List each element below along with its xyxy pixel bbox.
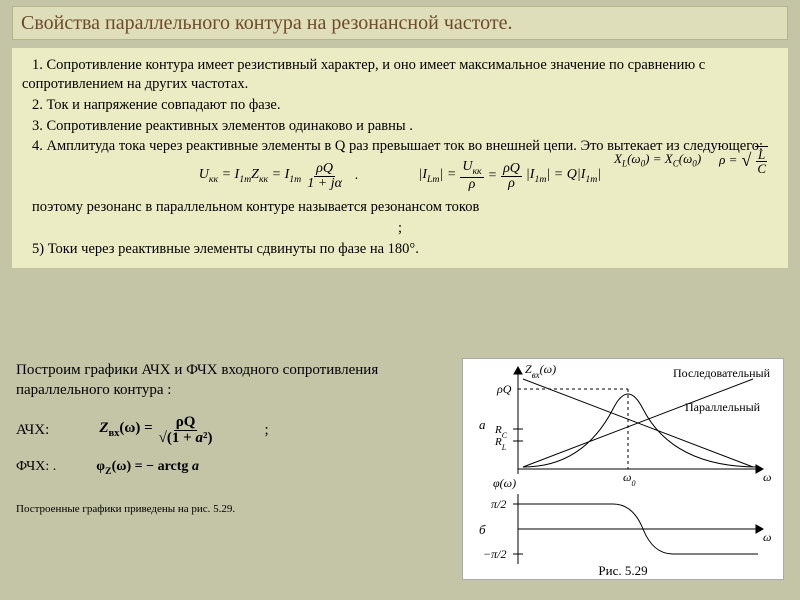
lbl-panel-a: а bbox=[479, 417, 486, 432]
lbl-w-a: ω bbox=[763, 470, 771, 484]
achh-semi: ; bbox=[264, 420, 268, 440]
point-2: 2. Ток и напряжение совпадают по фазе. bbox=[22, 96, 778, 115]
figure-svg: Zвх(ω) Последовательный Параллельный ρQ … bbox=[463, 359, 783, 579]
ll-note: Построенные графики приведены на рис. 5.… bbox=[16, 502, 436, 517]
eq-rho-num: L bbox=[756, 148, 767, 162]
slide-title: Свойства параллельного контура на резона… bbox=[12, 6, 788, 40]
semicolon-line: ; bbox=[22, 219, 778, 238]
lbl-series: Последовательный bbox=[673, 366, 771, 380]
lbl-panel-b: б bbox=[479, 522, 486, 537]
body-block: 1. Сопротивление контура имеет резистивн… bbox=[12, 48, 788, 268]
figure-5-29: Zвх(ω) Последовательный Параллельный ρQ … bbox=[462, 358, 784, 580]
slide: Свойства параллельного контура на резона… bbox=[0, 0, 800, 600]
fchh-row: ФЧХ: . φZ(ω) = − arctg a bbox=[16, 458, 436, 478]
fchh-label: ФЧХ: . bbox=[16, 458, 56, 477]
fchh-formula: φZ(ω) = − arctg a bbox=[96, 458, 199, 478]
lbl-rhoq: ρQ bbox=[496, 382, 512, 396]
eq-rho-den: C bbox=[755, 162, 768, 175]
eq-point3: XL(ω0) = XC(ω0) ρ = √ L C bbox=[614, 146, 768, 175]
eq-rho: ρ = √ L C bbox=[719, 146, 768, 175]
point-5: 5) Токи через реактивные элементы сдвину… bbox=[22, 240, 778, 259]
eq-i-eq1: = bbox=[488, 167, 497, 185]
eq-u-num: ρQ bbox=[314, 162, 335, 177]
achh-num: ρQ bbox=[174, 415, 198, 431]
resonance-note: поэтому резонанс в параллельном контуре … bbox=[22, 198, 778, 217]
achh-label: АЧХ: bbox=[16, 420, 49, 440]
lower-left-block: Построим графики АЧХ и ФЧХ входного сопр… bbox=[16, 360, 436, 516]
lbl-npi2: −π/2 bbox=[483, 547, 506, 561]
lbl-parallel: Параллельный bbox=[685, 400, 761, 414]
achh-formula: Zвх(ω) = ρQ √(1 + a²) bbox=[99, 415, 214, 446]
eq-i: |ILm| = Uккρ = ρQρ |I1m| = Q|I1m| bbox=[418, 160, 601, 192]
point-3: 3. Сопротивление реактивных элементов од… bbox=[22, 117, 778, 136]
lbl-pi2: π/2 bbox=[491, 497, 506, 511]
ll-intro: Построим графики АЧХ и ФЧХ входного сопр… bbox=[16, 360, 436, 401]
eq-xl-xc: XL(ω0) = XC(ω0) bbox=[614, 151, 701, 170]
lbl-phi: φ(ω) bbox=[493, 476, 516, 490]
point-1: 1. Сопротивление контура имеет резистивн… bbox=[22, 56, 778, 94]
achh-row: АЧХ: Zвх(ω) = ρQ √(1 + a²) ; bbox=[16, 415, 436, 446]
lbl-w-b: ω bbox=[763, 530, 771, 544]
eq-u: Uкк = I1mZкк = I1m ρQ 1 + jα . bbox=[199, 162, 359, 191]
figure-caption: Рис. 5.29 bbox=[598, 563, 647, 578]
eq-rho-lhs: ρ = bbox=[719, 152, 737, 169]
